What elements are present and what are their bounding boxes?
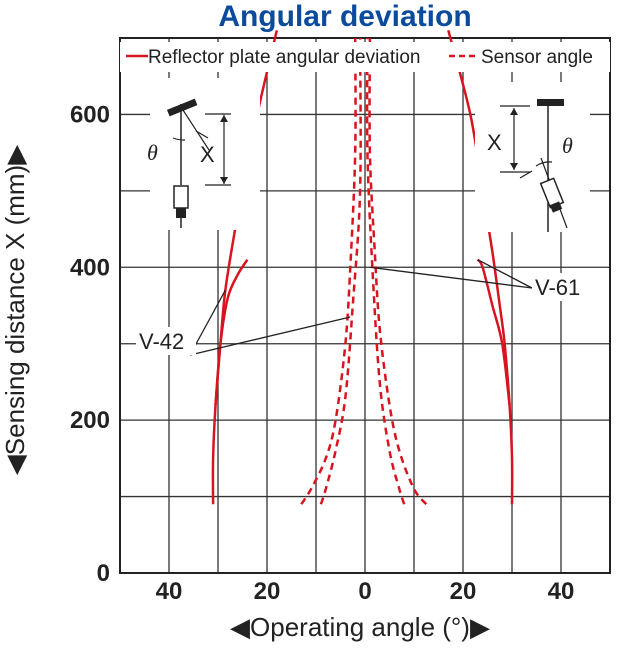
x-tick-label: 40 <box>156 578 183 605</box>
annotation-leader-v42 <box>189 316 351 356</box>
plot-frame <box>119 37 611 574</box>
x-tick-label: 20 <box>254 578 281 605</box>
annotation-v42-bg <box>136 327 196 355</box>
legend-entry-reflector: Reflector plate angular deviation <box>148 47 421 68</box>
series-sensor-v-61-right <box>365 37 406 505</box>
annotation-leader-v61 <box>477 259 533 289</box>
series-sensor-v-61-left <box>319 37 362 505</box>
series-reflector-v-42-right <box>476 258 511 406</box>
y-tick-label: 600 <box>70 101 110 128</box>
inset-left-theta: θ <box>147 140 158 165</box>
x-tick-label: 40 <box>548 578 575 605</box>
annotation-label-v61: V-61 <box>535 275 580 300</box>
x-tick-label: 20 <box>450 578 477 605</box>
y-axis-label: ◀Sensing distance X (mm)▶ <box>0 145 30 475</box>
y-tick-label: 200 <box>70 407 110 434</box>
annotation-label-v42: V-42 <box>139 329 184 354</box>
legend-entry-sensor: Sensor angle <box>481 47 593 68</box>
plot-border <box>119 37 611 574</box>
inset-diagram-right: X θ <box>475 82 590 232</box>
chart-title: Angular deviation <box>218 0 471 33</box>
x-axis-label: ◀Operating angle (°)▶ <box>230 612 490 642</box>
inset-right-theta: θ <box>562 133 573 158</box>
x-tick-label: 0 <box>358 578 371 605</box>
series-reflector-v-61-right <box>447 30 514 505</box>
annotation-layer <box>189 259 533 356</box>
legend-background <box>120 42 610 72</box>
y-tick-label: 400 <box>70 254 110 281</box>
annotation-v61-bg <box>532 273 592 301</box>
series-sensor-v-42-left <box>300 37 357 505</box>
sensor-icon <box>173 185 189 209</box>
inset-diagram-left: θ X <box>147 78 260 230</box>
y-tick-label: 0 <box>97 560 110 587</box>
reflector-plate-icon <box>537 99 564 106</box>
series-reflector-v-42-left <box>214 258 249 405</box>
series-sensor-v-42-right <box>368 37 428 506</box>
inset-left-x: X <box>200 142 215 167</box>
annotation-leader-v61 <box>369 266 533 289</box>
inset-right-x: X <box>487 130 502 155</box>
reflector-plate-icon <box>166 98 198 117</box>
